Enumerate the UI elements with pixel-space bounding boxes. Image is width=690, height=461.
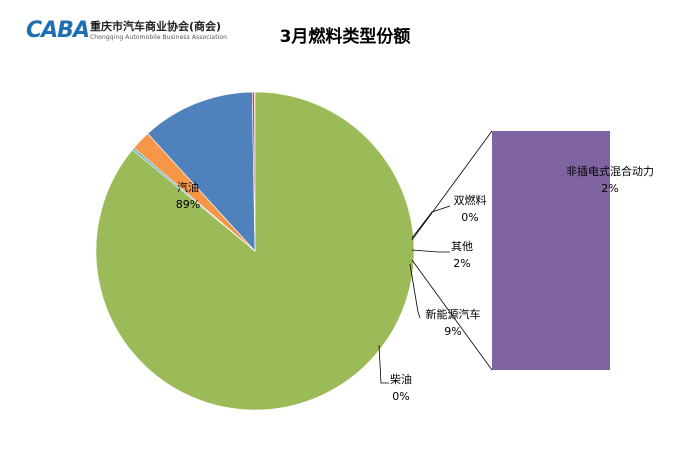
leader-line-4 — [378, 344, 389, 384]
slice-label-value-4: 0% — [392, 390, 409, 403]
logo: CABA 重庆市汽车商业协会(商会) Chongqing Automobile … — [26, 16, 266, 48]
leader-line-3 — [409, 263, 421, 319]
slice-label-name-3: 新能源汽车 — [426, 307, 481, 321]
breakout-connector-1 — [411, 259, 493, 371]
logo-subtitle: Chongqing Automobile Business Associatio… — [90, 34, 228, 41]
slice-label-name-0: 汽油 — [177, 180, 199, 194]
breakout-label-name: 非插电式混合动力 — [566, 164, 654, 178]
slice-label-name-2: 其他 — [451, 240, 473, 253]
breakout-connector-0 — [411, 130, 493, 241]
breakout-bar — [492, 131, 610, 370]
slice-label-value-2: 2% — [453, 257, 470, 270]
breakout-label-value: 2% — [601, 182, 618, 195]
slice-label-name-1: 双燃料 — [454, 193, 487, 207]
leader-line-2 — [411, 249, 450, 253]
slice-label-value-1: 0% — [461, 211, 478, 224]
logo-mark: CABA — [26, 18, 90, 43]
slice-label-name-4: 柴油 — [390, 372, 412, 386]
pie-slice-4 — [251, 91, 256, 252]
pie-slice-3 — [147, 91, 256, 252]
slice-label-value-0: 89% — [176, 198, 200, 211]
slice-label-value-3: 9% — [444, 325, 461, 338]
logo-name: 重庆市汽车商业协会(商会) — [90, 20, 222, 33]
chart-title: 3月燃料类型份额 — [279, 27, 411, 47]
leader-line-1 — [411, 205, 451, 239]
